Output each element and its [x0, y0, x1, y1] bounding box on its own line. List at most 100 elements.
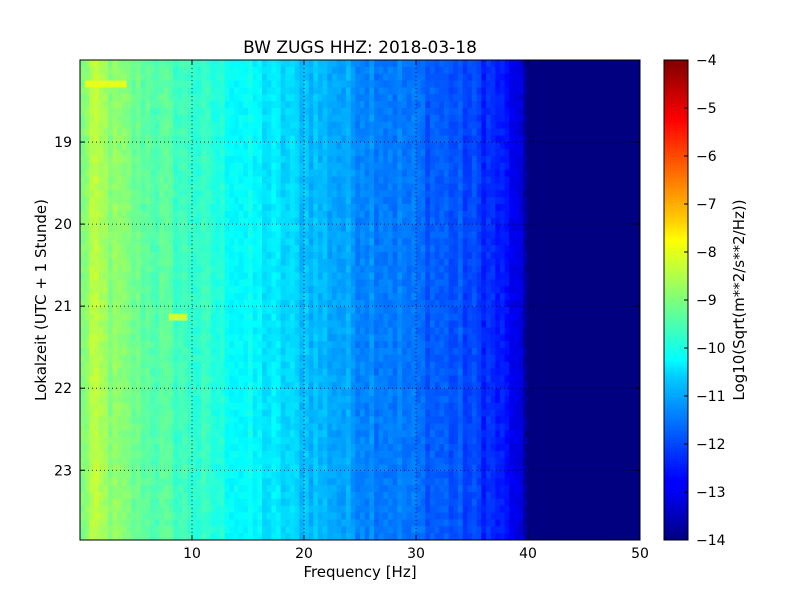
heatmap-cell — [560, 60, 566, 68]
heatmap-cell — [584, 169, 590, 178]
heatmap-cell — [439, 327, 445, 335]
heatmap-cell — [630, 306, 636, 315]
heatmap-cell — [420, 108, 426, 116]
heatmap-cell — [346, 286, 352, 294]
heatmap-cell — [224, 265, 230, 274]
heatmap-cell — [136, 176, 142, 185]
heatmap-cell — [140, 162, 146, 171]
heatmap-cell — [285, 66, 291, 75]
heatmap-cell — [98, 60, 104, 68]
heatmap-cell — [248, 73, 254, 82]
heatmap-cell — [602, 190, 608, 198]
heatmap-cell — [486, 142, 492, 150]
heatmap-cell — [588, 101, 594, 109]
heatmap-cell — [523, 156, 529, 164]
heatmap-cell — [178, 245, 184, 253]
heatmap-cell — [626, 135, 632, 143]
heatmap-cell — [248, 142, 254, 150]
heatmap-cell — [80, 286, 86, 294]
heatmap-cell — [89, 149, 95, 157]
heatmap-cell — [192, 156, 198, 164]
heatmap-cell — [509, 190, 515, 198]
heatmap-cell — [346, 306, 352, 315]
heatmap-cell — [285, 121, 291, 130]
heatmap-cell — [89, 224, 95, 233]
heatmap-cell — [360, 176, 366, 185]
heatmap-cell — [402, 114, 408, 123]
heatmap-cell — [280, 66, 286, 75]
heatmap-cell — [574, 162, 580, 171]
heatmap-cell — [565, 183, 571, 191]
heatmap-cell — [532, 183, 538, 191]
heatmap-cell — [290, 156, 296, 164]
heatmap-cell — [565, 300, 571, 308]
heatmap-cell — [215, 265, 221, 274]
heatmap-cell — [201, 327, 207, 335]
heatmap-cell — [434, 128, 440, 137]
heatmap-cell — [322, 121, 328, 130]
heatmap-cell — [285, 306, 291, 315]
heatmap-cell — [584, 272, 590, 281]
heatmap-cell — [332, 286, 338, 294]
heatmap-cell — [84, 87, 90, 95]
heatmap-cell — [481, 156, 487, 164]
heatmap-cell — [150, 300, 156, 308]
heatmap-cell — [420, 114, 426, 123]
heatmap-cell — [341, 217, 347, 226]
heatmap-cell — [570, 197, 576, 205]
heatmap-cell — [481, 306, 487, 315]
heatmap-cell — [364, 60, 370, 68]
heatmap-cell — [630, 101, 636, 109]
heatmap-cell — [346, 108, 352, 116]
heatmap-cell — [112, 300, 118, 308]
heatmap-cell — [84, 231, 90, 239]
heatmap-cell — [388, 197, 394, 205]
heatmap-cell — [224, 108, 230, 116]
heatmap-cell — [584, 286, 590, 294]
heatmap-cell — [192, 121, 198, 130]
heatmap-cell — [453, 156, 459, 164]
heatmap-cell — [378, 224, 384, 233]
heatmap-cell — [612, 176, 618, 185]
heatmap-cell — [192, 108, 198, 116]
heatmap-cell — [584, 327, 590, 335]
heatmap-cell — [476, 265, 482, 274]
heatmap-cell — [514, 60, 520, 68]
heatmap-cell — [145, 156, 151, 164]
heatmap-cell — [98, 238, 104, 246]
heatmap-cell — [495, 176, 501, 185]
heatmap-cell — [565, 190, 571, 198]
heatmap-cell — [346, 224, 352, 233]
heatmap-cell — [523, 108, 529, 116]
heatmap-cell — [537, 313, 543, 322]
heatmap-cell — [430, 238, 436, 246]
heatmap-cell — [150, 204, 156, 212]
heatmap-cell — [593, 73, 599, 82]
heatmap-cell — [192, 204, 198, 212]
heatmap-cell — [560, 94, 566, 102]
heatmap-cell — [238, 231, 244, 239]
heatmap-cell — [150, 327, 156, 335]
heatmap-cell — [500, 245, 506, 253]
heatmap-cell — [448, 306, 454, 315]
heatmap-cell — [182, 272, 188, 281]
heatmap-cell — [285, 313, 291, 322]
heatmap-cell — [355, 73, 361, 82]
heatmap-cell — [336, 320, 342, 329]
heatmap-cell — [355, 279, 361, 287]
heatmap-cell — [192, 128, 198, 137]
heatmap-cell — [383, 265, 389, 274]
heatmap-cell — [341, 300, 347, 308]
heatmap-cell — [406, 306, 412, 315]
heatmap-cell — [425, 327, 431, 335]
heatmap-cell — [626, 238, 632, 246]
heatmap-cell — [94, 334, 100, 342]
heatmap-cell — [486, 334, 492, 342]
heatmap-cell — [425, 128, 431, 137]
heatmap-cell — [145, 94, 151, 102]
heatmap-cell — [238, 252, 244, 260]
heatmap-cell — [374, 169, 380, 178]
heatmap-cell — [229, 258, 235, 267]
heatmap-cell — [383, 176, 389, 185]
heatmap-cell — [187, 149, 193, 157]
